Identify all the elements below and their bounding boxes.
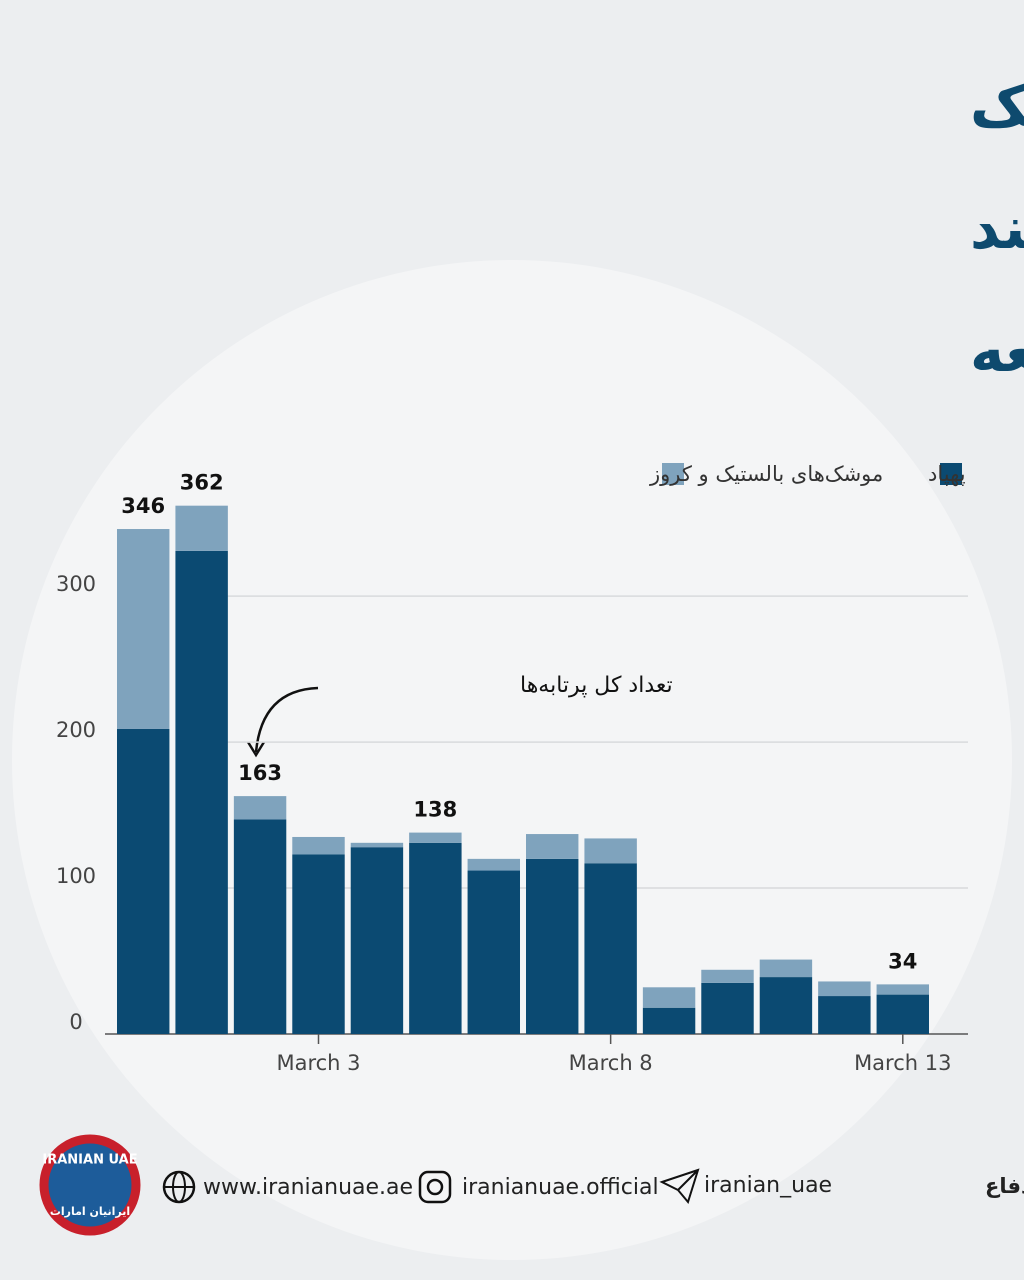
annotation: تعداد کل پرتابه‌ها (520, 673, 673, 698)
total-label: 34 (888, 949, 917, 973)
title-line: هوایی امارات در روز جمعه (970, 317, 1024, 386)
bar-segment (876, 994, 929, 1034)
legend-label: پهپاد (928, 462, 966, 486)
logo-text: IRANIAN UAE (42, 1153, 137, 1168)
legend-swatch (940, 463, 962, 485)
bar-segment (117, 728, 170, 1034)
title-line: رهگیری ۷ موشک بالستیک (970, 72, 1024, 141)
legend-label: موشک‌های بالستیک و کروز (649, 462, 883, 486)
title-line: و ۲۷ پهپاد توسط پدافند (970, 194, 1024, 263)
bar-segment (350, 842, 404, 848)
annotation-arrowhead (246, 741, 266, 758)
total-label: 362 (180, 471, 224, 495)
instagram: iranianuae.official (462, 1175, 659, 1200)
bar-segment (292, 836, 345, 855)
bar-segment (117, 529, 170, 729)
website: www.iranianuae.ae (203, 1175, 413, 1200)
y-tick-label: 0 (69, 1010, 82, 1034)
y-tick-label: 200 (56, 718, 96, 742)
y-tick-label: 300 (56, 572, 96, 596)
telegram: iranian_uae (704, 1173, 832, 1198)
total-label: 163 (238, 761, 282, 785)
x-tick-label: March 3 (276, 1051, 360, 1075)
bar-segment (409, 842, 462, 1034)
bar-segment (876, 984, 929, 995)
bar-segment (642, 1007, 696, 1034)
total-label: 346 (121, 494, 165, 518)
telegram-icon (659, 1168, 700, 1205)
bar-segment (701, 969, 754, 983)
bar-segment (409, 832, 462, 843)
bar-segment (584, 838, 637, 864)
bar-segment (642, 987, 696, 1008)
logo (39, 1134, 141, 1236)
bar-segment (350, 847, 404, 1034)
bar-segment (233, 819, 287, 1034)
source: منبع: وزارت دفاع (985, 1174, 1024, 1198)
y-tick-label: 100 (56, 864, 96, 888)
bar-segment (467, 858, 520, 871)
bar-segment (175, 505, 228, 551)
bar-segment (292, 854, 345, 1034)
instagram-icon (418, 1170, 452, 1204)
bar-segment (701, 982, 754, 1034)
bar-segment (818, 996, 871, 1034)
annotation-arrow (254, 686, 319, 753)
bar-segment (175, 550, 228, 1034)
legend-swatch (662, 463, 684, 485)
x-tick-label: March 8 (569, 1051, 653, 1075)
total-label: 138 (413, 798, 457, 822)
x-tick-label: March 13 (854, 1051, 951, 1075)
bar-segment (584, 863, 637, 1034)
bar-segment (759, 977, 813, 1034)
bar-segment (526, 858, 579, 1034)
logo-text: ایرانیان امارات (50, 1205, 130, 1218)
bar-segment (759, 959, 813, 978)
bar-segment (233, 796, 287, 820)
bar-segment (526, 834, 579, 859)
bar-segment (818, 981, 871, 997)
bar-segment (467, 870, 520, 1034)
instagram-icon (426, 1178, 444, 1196)
